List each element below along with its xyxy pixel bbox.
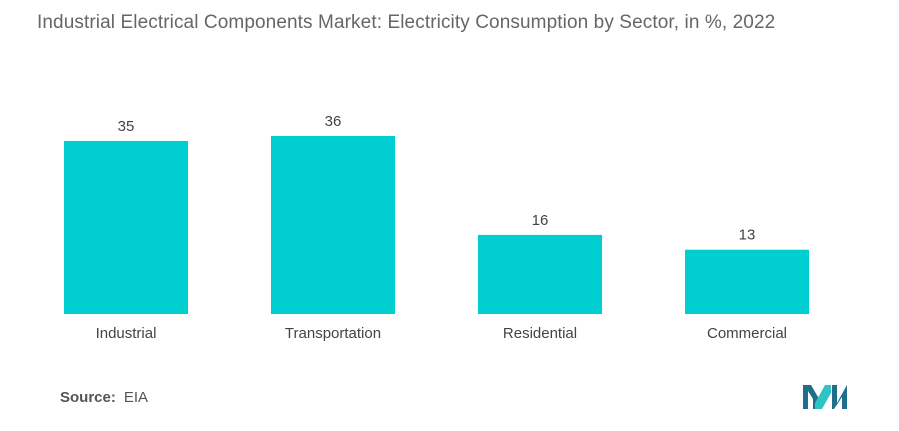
category-label-industrial: Industrial [96, 325, 157, 342]
bar-transportation [271, 136, 395, 314]
value-label-commercial: 13 [739, 227, 756, 244]
category-label-commercial: Commercial [707, 325, 787, 342]
chart-title: Industrial Electrical Components Market:… [37, 12, 776, 33]
bar-residential [478, 234, 602, 314]
source-value: EIA [123, 389, 149, 406]
mordor-intelligence-logo-icon [803, 385, 847, 409]
value-label-transportation: 36 [325, 113, 342, 130]
value-label-residential: 16 [532, 212, 549, 229]
source-label: Source: [60, 389, 116, 406]
value-label-industrial: 35 [118, 118, 135, 135]
category-label-transportation: Transportation [285, 325, 381, 342]
bar-industrial [64, 140, 188, 314]
bar-commercial [685, 249, 809, 314]
category-label-residential: Residential [503, 325, 577, 342]
source-note: Source: EIA [60, 389, 148, 406]
